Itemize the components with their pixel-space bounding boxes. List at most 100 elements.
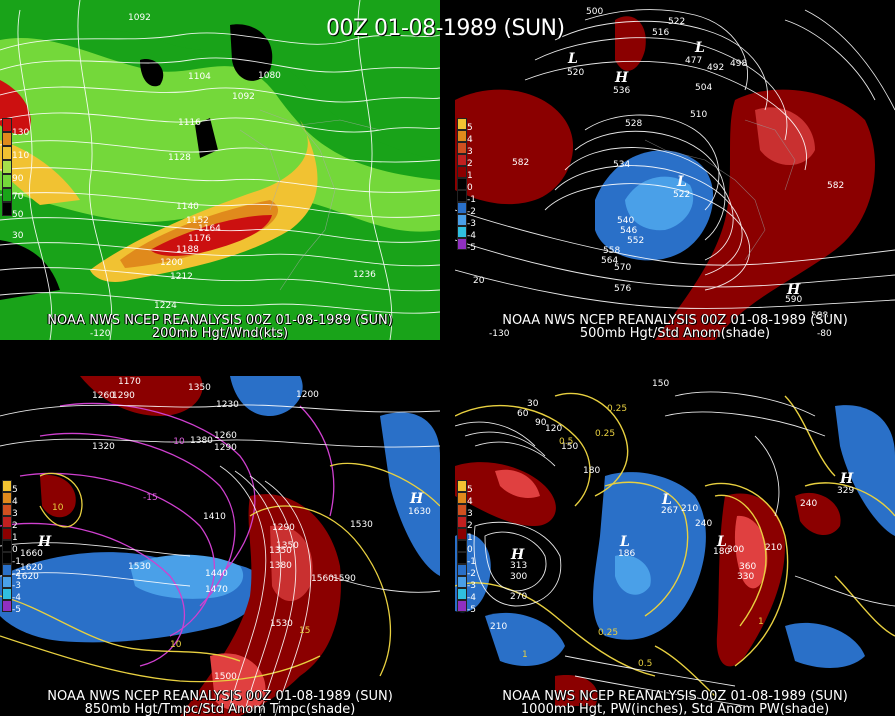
- svg-text:10: 10: [170, 640, 182, 650]
- svg-text:3: 3: [12, 509, 18, 519]
- svg-text:1230: 1230: [216, 400, 239, 410]
- svg-text:5: 5: [467, 485, 473, 495]
- svg-text:30: 30: [12, 231, 24, 238]
- svg-text:H: H: [786, 282, 801, 298]
- svg-text:300: 300: [727, 545, 744, 555]
- contour-label: 1152: [186, 216, 209, 226]
- svg-text:1500: 1500: [214, 672, 237, 682]
- panel-caption-field: 850mb Hgt/Tmpc/Std Anom Tmpc(shade): [84, 702, 356, 716]
- lon-label: -120: [90, 329, 111, 339]
- svg-text:210: 210: [765, 543, 782, 553]
- map-850mb: 1170 1260 1290 1350 1230 1200 1320 1380 …: [0, 376, 440, 716]
- panel-caption-source: NOAA NWS NCEP REANALYSIS 00Z 01-08-1989 …: [47, 689, 393, 704]
- svg-text:5: 5: [12, 485, 18, 495]
- contour-label: 1224: [154, 301, 177, 311]
- svg-text:1380: 1380: [190, 436, 213, 446]
- svg-text:4: 4: [12, 497, 18, 507]
- svg-text:1470: 1470: [205, 585, 228, 595]
- svg-text:L: L: [567, 51, 578, 67]
- svg-text:210: 210: [490, 622, 507, 632]
- svg-text:1530: 1530: [270, 619, 293, 629]
- svg-text:1590: 1590: [333, 574, 356, 584]
- svg-text:1410: 1410: [203, 512, 226, 522]
- svg-text:0.5: 0.5: [638, 659, 652, 669]
- svg-text:330: 330: [737, 572, 754, 582]
- svg-text:520: 520: [567, 68, 584, 78]
- svg-text:1620: 1620: [16, 572, 39, 582]
- svg-text:-1: -1: [467, 557, 476, 567]
- svg-text:-1: -1: [12, 557, 21, 567]
- svg-text:0.5: 0.5: [559, 437, 573, 447]
- panel-caption-source: NOAA NWS NCEP REANALYSIS 00Z 01-08-1989 …: [502, 689, 848, 704]
- contour-label: 1140: [176, 202, 199, 212]
- svg-text:2: 2: [467, 159, 473, 169]
- contour-label: 1092: [232, 92, 255, 102]
- svg-text:60: 60: [517, 409, 529, 419]
- panel-850mb: 1170 1260 1290 1350 1230 1200 1320 1380 …: [0, 376, 440, 716]
- svg-text:186: 186: [618, 549, 635, 559]
- svg-text:H: H: [37, 534, 52, 550]
- svg-text:528: 528: [625, 119, 642, 129]
- panel-caption-field: 1000mb Hgt, PW(inches), Std Anom PW(shad…: [520, 702, 830, 716]
- svg-text:1530: 1530: [350, 520, 373, 530]
- anom-legend-labels: 5 4 3 2 1 0 -1 -2 -3 -4 -5: [12, 485, 21, 615]
- contour-label: 1188: [176, 245, 199, 255]
- panel-caption-field: 500mb Hgt/Std Anom(shade): [579, 326, 771, 341]
- svg-text:-4: -4: [467, 593, 476, 603]
- svg-text:498: 498: [730, 59, 747, 69]
- svg-text:240: 240: [800, 499, 817, 509]
- anom-legend: [457, 118, 469, 250]
- svg-text:270: 270: [510, 592, 527, 602]
- svg-text:1: 1: [12, 533, 18, 543]
- panel-caption-field: 200mb Hgt/Wnd(kts): [151, 326, 289, 341]
- svg-text:1260: 1260: [92, 391, 115, 401]
- svg-text:582: 582: [512, 158, 529, 168]
- svg-text:552: 552: [627, 236, 644, 246]
- svg-text:-80: -80: [817, 329, 832, 339]
- svg-text:570: 570: [614, 263, 631, 273]
- svg-text:1620: 1620: [20, 563, 43, 573]
- contour-label: 1092: [128, 13, 151, 23]
- svg-text:L: L: [661, 492, 672, 508]
- svg-text:0: 0: [467, 183, 473, 193]
- svg-text:300: 300: [510, 572, 527, 582]
- svg-text:30: 30: [527, 399, 539, 409]
- svg-text:H: H: [614, 70, 629, 86]
- svg-text:510: 510: [690, 110, 707, 120]
- svg-text:534: 534: [613, 160, 630, 170]
- svg-text:1290: 1290: [214, 443, 237, 453]
- svg-text:2: 2: [467, 521, 473, 531]
- anom-legend: [2, 480, 14, 612]
- anom-legend-labels: 5 4 3 2 1 0 -1 -2 -3 -4 -5: [467, 123, 476, 253]
- svg-text:3: 3: [467, 147, 473, 157]
- svg-text:180: 180: [713, 547, 730, 557]
- svg-text:492: 492: [707, 63, 724, 73]
- svg-text:1350: 1350: [269, 546, 292, 556]
- svg-text:1: 1: [467, 533, 473, 543]
- svg-text:1320: 1320: [92, 442, 115, 452]
- svg-text:-5: -5: [467, 243, 476, 253]
- contour-label: 1080: [258, 71, 281, 81]
- svg-text:1380: 1380: [269, 561, 292, 571]
- svg-text:360: 360: [739, 562, 756, 572]
- svg-text:313: 313: [510, 561, 527, 571]
- svg-text:20: 20: [473, 276, 485, 286]
- wind-legend-labels: 130 110 90 70 50 30: [12, 128, 29, 238]
- anom-legend: [457, 480, 469, 612]
- svg-text:-1: -1: [467, 195, 476, 205]
- svg-text:522: 522: [673, 190, 690, 200]
- svg-text:4: 4: [467, 135, 473, 145]
- svg-text:0: 0: [467, 545, 473, 555]
- panel-1000mb: 150 30 60 90 120 150 180 240 210 300 270…: [455, 376, 895, 716]
- anom-legend-labels: 5 4 3 2 1 0 -1 -2 -3 -4 -5: [467, 485, 476, 615]
- contour-label: 1116: [178, 118, 201, 128]
- svg-text:180: 180: [583, 466, 600, 476]
- svg-text:210: 210: [681, 504, 698, 514]
- contour-label: 1176: [188, 234, 211, 244]
- svg-text:1350: 1350: [276, 541, 299, 551]
- svg-text:1: 1: [758, 617, 764, 627]
- svg-text:1350: 1350: [188, 383, 211, 393]
- panel-500mb: 500 522 516 492 498 504 510 528 534 582 …: [455, 0, 895, 340]
- svg-text:H: H: [839, 471, 854, 487]
- svg-text:1290: 1290: [272, 523, 295, 533]
